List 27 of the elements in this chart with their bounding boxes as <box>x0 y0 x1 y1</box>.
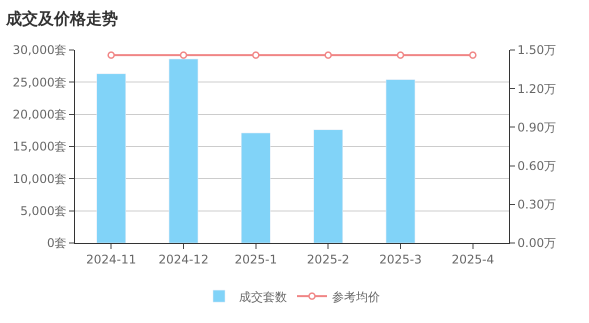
x-tick-label: 2024-12 <box>158 252 209 266</box>
x-tick-label: 2025-2 <box>306 252 350 266</box>
y2-tick-label: 1.50万 <box>517 43 556 58</box>
bar <box>168 58 198 243</box>
y-tick-label: 30,000套 <box>12 43 67 58</box>
y-tick-label: 10,000套 <box>12 172 67 186</box>
y2-tick-label: 0.00万 <box>517 236 556 250</box>
y-tick-label: 5,000套 <box>20 204 67 218</box>
bar <box>241 132 271 243</box>
x-tick-label: 2025-4 <box>452 252 494 266</box>
y2-tick-label: 0.90万 <box>517 120 556 134</box>
x-tick-label: 2025-1 <box>234 252 278 266</box>
x-tick-label: 2025-3 <box>379 252 422 266</box>
legend-label: 成交套数 <box>239 290 287 304</box>
y-tick-label: 15,000套 <box>12 140 67 154</box>
x-tick-label: 2024-11 <box>86 252 136 266</box>
legend-label: 参考均价 <box>332 290 380 304</box>
y-tick-label: 20,000套 <box>12 108 67 122</box>
chart-title: 成交及价格走势 <box>4 9 118 28</box>
bar <box>96 74 126 243</box>
y2-tick-label: 1.20万 <box>517 82 556 96</box>
bar <box>386 79 416 243</box>
y-tick-label: 0套 <box>46 236 67 250</box>
y2-tick-label: 0.30万 <box>517 198 556 212</box>
bar <box>313 130 343 243</box>
y-tick-label: 25,000套 <box>12 75 67 90</box>
y2-tick-label: 0.60万 <box>517 159 556 173</box>
